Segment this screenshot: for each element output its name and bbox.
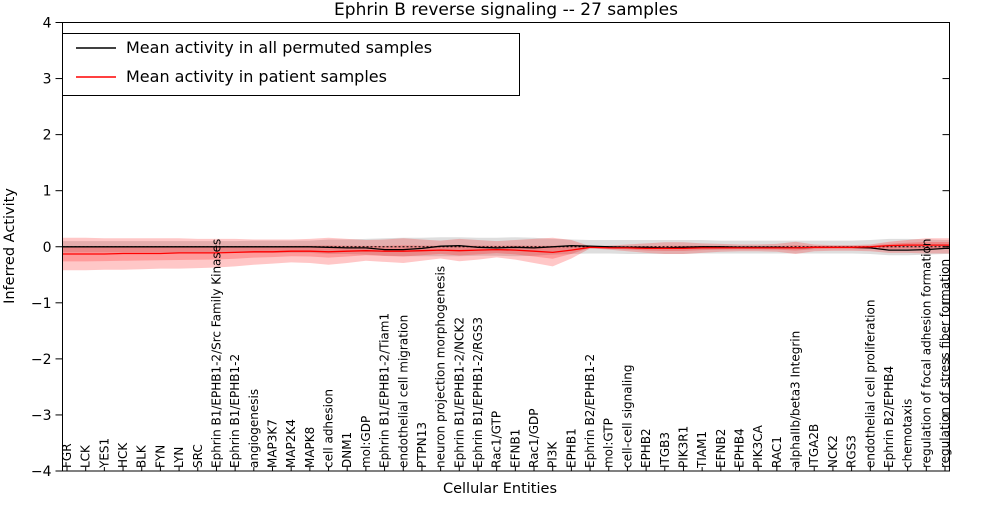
x-tick-label: neuron projection morphogenesis [434, 266, 448, 468]
y-tick-label: −3 [31, 408, 52, 424]
x-tick-label: PIK3CA [751, 424, 765, 468]
x-tick-label: Ephrin B1/EPHB1-2/Tiam1 [378, 313, 392, 468]
x-tick-label: Ephrin B1/EPHB1-2/Src Family Kinases [209, 239, 223, 468]
x-tick-label: endothelial cell migration [396, 315, 410, 468]
y-tick-label: −2 [31, 352, 52, 368]
patient-band-outer [62, 237, 950, 271]
x-tick-label: LYN [172, 447, 186, 468]
x-tick-label: chemotaxis [901, 399, 915, 468]
x-tick-label: cell-cell signaling [620, 365, 634, 469]
x-tick-label: endothelial cell proliferation [863, 300, 877, 468]
x-tick-label: Ephrin B2/EPHB1-2 [583, 354, 597, 468]
plot-area: 4 3 2 1 0 −1 −2 −3 −4 FGR LCK YES1 HCK BLK FYN LYN SRC Ep… [31, 16, 952, 481]
x-tick-label: BLK [135, 444, 149, 468]
y-tick-label: 0 [43, 240, 52, 256]
x-tick-label: RAC1 [770, 436, 784, 468]
x-tick-label: PTPN13 [415, 422, 429, 468]
x-tick-label: regulation of stress fiber formation [938, 259, 952, 468]
x-tick-label: PI3K [546, 441, 560, 468]
plot-frame [62, 22, 950, 472]
x-tick-label: regulation of focal adhesion formation [919, 239, 933, 468]
x-tick-label: Ephrin B2/EPHB4 [882, 366, 896, 468]
x-tick-label: mol:GTP [602, 418, 616, 468]
y-axis-label: Inferred Activity [2, 188, 18, 304]
x-tick-label: Ephrin B1/EPHB1-2 [228, 354, 242, 468]
x-tick-label: PIK3R1 [676, 426, 690, 468]
x-tick-label: LCK [79, 444, 93, 468]
y-tick-label: −4 [31, 464, 52, 480]
x-tick-label: SRC [191, 444, 205, 468]
x-tick-label: NCK2 [826, 435, 840, 468]
x-tick-label: TIAM1 [695, 431, 709, 469]
y-tick-label: −1 [31, 296, 52, 312]
x-tick-label: alphaIIb/beta3 Integrin [789, 331, 803, 468]
y-tick-label: 3 [43, 72, 52, 88]
x-tick-label: EFNB2 [714, 429, 728, 468]
x-axis-label: Cellular Entities [443, 481, 557, 497]
x-tick-label: MAP2K4 [284, 419, 298, 468]
x-tick-label: ITGA2B [807, 424, 821, 468]
x-tick-label: cell adhesion [322, 389, 336, 468]
y-tick-label: 4 [43, 16, 52, 32]
x-tick-label: Ephrin B1/EPHB1-2/RGS3 [471, 317, 485, 468]
x-tick-label: YES1 [97, 438, 111, 469]
chart-title: Ephrin B reverse signaling -- 27 samples [334, 0, 678, 20]
x-tick-label: Rac1/GTP [490, 411, 504, 468]
y-tick-label: 1 [43, 184, 52, 200]
legend: Mean activity in all permuted samples Me… [62, 33, 520, 96]
x-tick-label: angiogenesis [247, 389, 261, 468]
x-tick-label: HCK [116, 442, 130, 468]
x-tick-label: MAP3K7 [265, 419, 279, 468]
patient-mean-line [62, 244, 950, 255]
legend-box [62, 33, 520, 96]
x-tick-label: DNM1 [340, 432, 354, 468]
x-tick-label: Rac1/GDP [527, 409, 541, 468]
x-tick-label: MAPK8 [303, 427, 317, 468]
x-tick-label: FYN [153, 445, 167, 468]
x-tick-label: EPHB1 [564, 428, 578, 468]
x-tick-label: FGR [60, 443, 74, 468]
x-tick-label: Ephrin B1/EPHB1-2/NCK2 [452, 317, 466, 468]
x-tick-label: ITGB3 [658, 432, 672, 468]
x-tick-label: EPHB4 [733, 428, 747, 468]
x-tick-label: EFNB1 [508, 429, 522, 468]
x-tick-label: RGS3 [845, 435, 859, 468]
y-tick-label: 2 [43, 128, 52, 144]
x-tick-label: EPHB2 [639, 428, 653, 468]
legend-label-permuted-samples: Mean activity in all permuted samples [126, 38, 432, 57]
legend-label-patient-samples: Mean activity in patient samples [126, 67, 387, 86]
x-tick-label: mol:GDP [359, 416, 373, 468]
